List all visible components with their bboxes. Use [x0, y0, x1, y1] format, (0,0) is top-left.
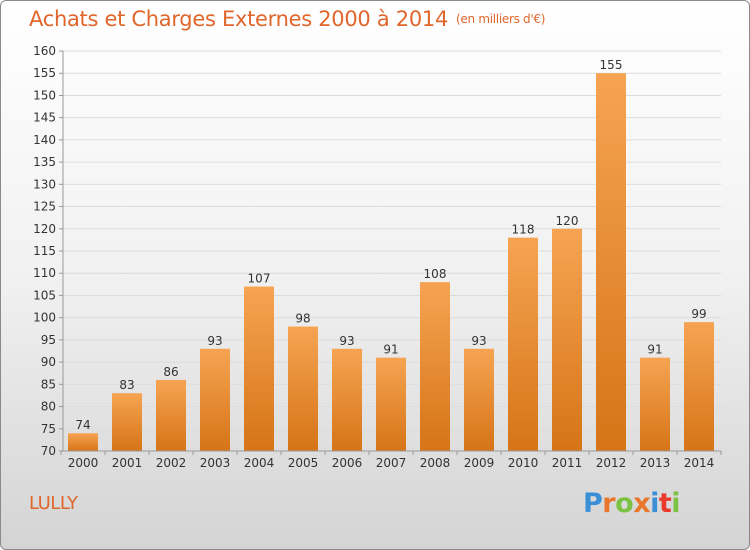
y-tick-label: 100 — [33, 311, 56, 325]
y-tick-label: 140 — [33, 133, 56, 147]
logo-letter: i — [671, 488, 681, 519]
bar-2004 — [244, 286, 274, 451]
data-label-2011: 120 — [556, 214, 579, 228]
x-tick-label: 2010 — [508, 456, 539, 470]
x-tick-label: 2007 — [376, 456, 407, 470]
y-tick-label: 115 — [33, 244, 56, 258]
data-label-2014: 99 — [691, 307, 706, 321]
bars: 74 83 86 93 107 98 93 91 108 93 118 120 155 91 99 — [68, 58, 714, 451]
data-label-2008: 108 — [424, 267, 447, 281]
chart-subtitle: (en milliers d'€) — [456, 12, 546, 26]
x-tick-label: 2011 — [552, 456, 583, 470]
y-tick-label: 150 — [33, 88, 56, 102]
bar-2006 — [332, 348, 362, 451]
logo-letter: r — [602, 488, 616, 519]
bar-2010 — [508, 237, 538, 451]
x-tick-label: 2001 — [112, 456, 143, 470]
data-label-2010: 118 — [512, 223, 535, 237]
x-tick-label: 2000 — [68, 456, 99, 470]
y-tick-label: 120 — [33, 222, 56, 236]
y-tick-label: 105 — [33, 288, 56, 302]
x-tick-label: 2014 — [684, 456, 715, 470]
data-label-2002: 86 — [163, 365, 178, 379]
bar-2000 — [68, 433, 98, 451]
data-label-2012: 155 — [600, 58, 623, 72]
logo-letter: o — [615, 488, 634, 519]
data-label-2003: 93 — [207, 334, 222, 348]
logo-letter: x — [633, 488, 651, 519]
data-label-2000: 74 — [75, 418, 90, 432]
bar-2014 — [684, 322, 714, 451]
data-label-2007: 91 — [383, 343, 398, 357]
x-axis: 2000 2001 2002 2003 2004 2005 2006 2007 2008 2009… — [60, 450, 722, 470]
y-axis: 70 75 80 85 90 95 100 105 110 115 120 125 130 135 140 1… — [33, 44, 64, 458]
y-tick-label: 160 — [33, 44, 56, 58]
title-text: Achats et Charges Externes 2000 à 2014 — [29, 7, 449, 31]
y-tick-label: 110 — [33, 266, 56, 280]
data-label-2005: 98 — [295, 312, 310, 326]
y-tick-label: 130 — [33, 177, 56, 191]
x-tick-label: 2002 — [156, 456, 187, 470]
x-tick-label: 2006 — [332, 456, 363, 470]
y-tick-label: 145 — [33, 111, 56, 125]
x-tick-label: 2013 — [640, 456, 671, 470]
bar-2011 — [552, 228, 582, 451]
bar-2009 — [464, 348, 494, 451]
data-label-2013: 91 — [647, 343, 662, 357]
y-tick-label: 90 — [41, 355, 56, 369]
x-tick-label: 2008 — [420, 456, 451, 470]
data-label-2001: 83 — [119, 378, 134, 392]
data-label-2006: 93 — [339, 334, 354, 348]
x-tick-label: 2009 — [464, 456, 495, 470]
x-tick-label: 2005 — [288, 456, 319, 470]
x-tick-label: 2003 — [200, 456, 231, 470]
y-tick-label: 95 — [41, 333, 56, 347]
y-tick-label: 80 — [41, 400, 56, 414]
proxiti-logo: Proxiti — [583, 488, 681, 519]
y-tick-label: 85 — [41, 377, 56, 391]
y-tick-label: 125 — [33, 200, 56, 214]
bar-2002 — [156, 379, 186, 451]
y-tick-label: 70 — [41, 444, 56, 458]
bar-2008 — [420, 282, 450, 451]
y-tick-label: 135 — [33, 155, 56, 169]
data-label-2004: 107 — [248, 272, 271, 286]
x-tick-label: 2004 — [244, 456, 275, 470]
x-tick-label: 2012 — [596, 456, 627, 470]
logo-letter: t — [658, 488, 672, 519]
data-label-2009: 93 — [471, 334, 486, 348]
bar-2013 — [640, 357, 670, 451]
y-tick-label: 155 — [33, 66, 56, 80]
y-tick-label: 75 — [41, 422, 56, 436]
bar-2012 — [596, 73, 626, 451]
logo-letter: P — [583, 488, 603, 519]
bar-2001 — [112, 393, 142, 451]
logo-letter: i — [650, 488, 659, 519]
chart-title: Achats et Charges Externes 2000 à 2014 (e… — [29, 7, 545, 31]
bar-2005 — [288, 326, 318, 451]
bar-2007 — [376, 357, 406, 451]
bar-2003 — [200, 348, 230, 451]
commune-name: LULLY — [29, 493, 78, 514]
